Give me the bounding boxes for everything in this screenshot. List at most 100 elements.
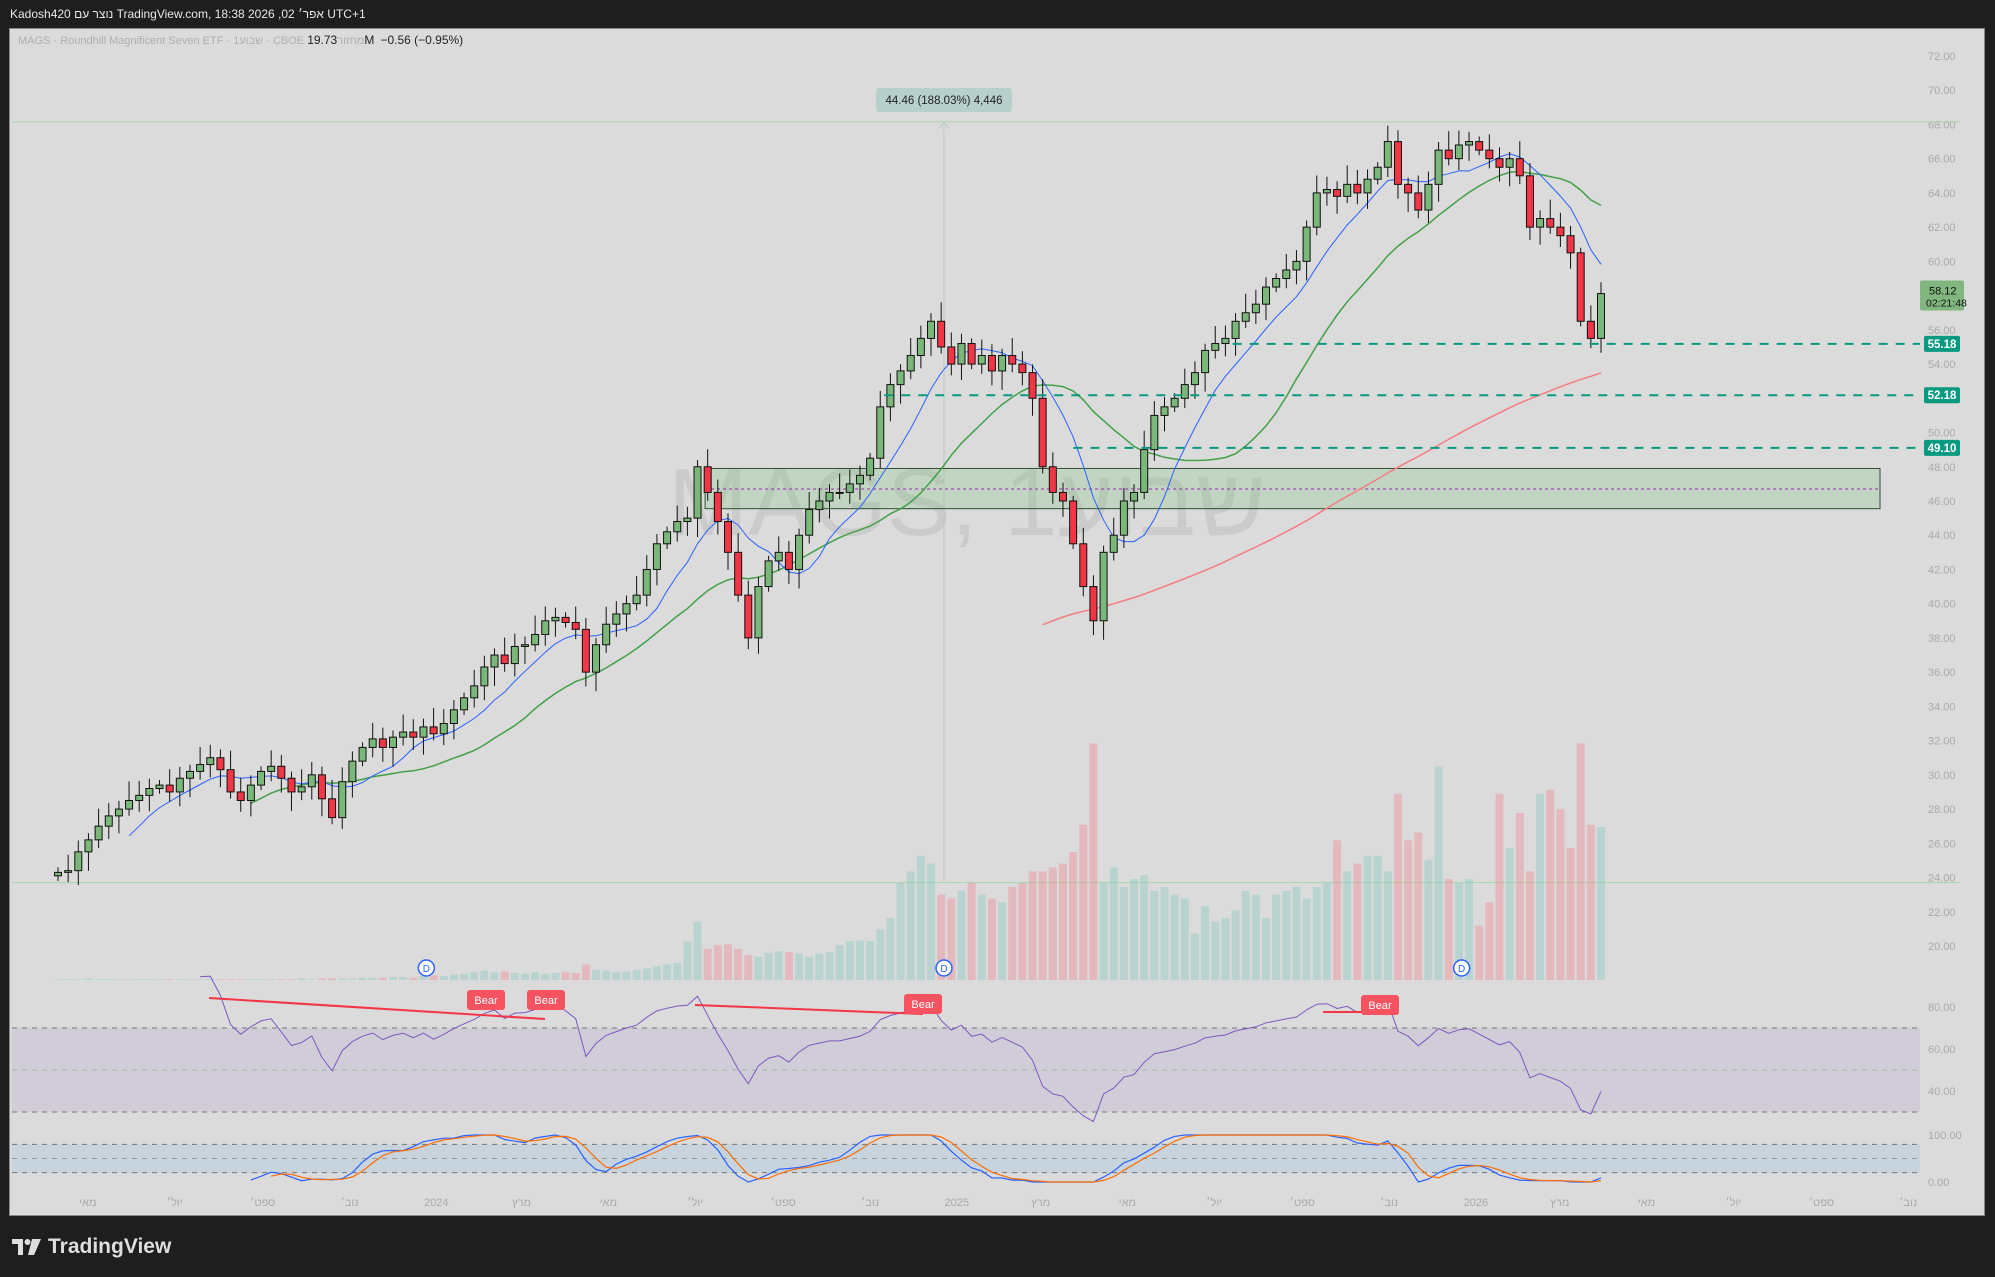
candle-down — [277, 765, 286, 779]
price-tick-label: 34.00 — [1928, 701, 1956, 713]
candle-up — [1109, 534, 1118, 553]
volume-bar — [1465, 879, 1474, 980]
candle-up — [206, 757, 215, 766]
candle-up — [1099, 551, 1108, 622]
volume-bar — [541, 973, 550, 980]
price-tick-label: 22.00 — [1928, 907, 1956, 919]
volume-bar — [957, 890, 966, 980]
tradingview-logo-icon — [12, 1239, 41, 1255]
candle-up — [1241, 312, 1250, 322]
candle-up — [1272, 277, 1281, 288]
candle-up — [1434, 149, 1443, 185]
volume-bar — [419, 976, 428, 980]
volume-bar — [1566, 848, 1575, 980]
dividend-label: D — [1458, 964, 1465, 975]
volume-bar — [1322, 883, 1331, 980]
volume-bar — [460, 973, 469, 980]
time-tick-label: יול׳ — [687, 1196, 703, 1209]
candle-down — [744, 594, 753, 639]
stoch-tick-label: 0.00 — [1928, 1177, 1949, 1189]
time-tick-label: מרץ — [1550, 1197, 1569, 1209]
volume-bar — [764, 952, 773, 980]
measure-arrow-icon — [937, 122, 951, 130]
volume-bar — [1018, 883, 1027, 980]
volume-bar — [571, 973, 580, 980]
candle-down — [1566, 235, 1575, 254]
volume-bar — [1333, 840, 1342, 980]
level-price-label: 49.10 — [1928, 443, 1957, 455]
candle-down — [1414, 192, 1423, 211]
volume-bar — [531, 972, 540, 980]
volume-bar — [1485, 902, 1494, 980]
price-tick-label: 40.00 — [1928, 599, 1956, 611]
dividend-label: D — [940, 964, 947, 975]
candle-down — [571, 622, 580, 630]
volume-bar — [1404, 840, 1413, 980]
candle-up — [541, 620, 550, 635]
dividend-marker — [417, 959, 436, 977]
volume-bar — [317, 978, 326, 980]
candle-down — [703, 466, 712, 493]
bearish-divergence-line — [694, 1004, 924, 1015]
volume-bar — [774, 951, 783, 980]
volume-bar — [399, 976, 408, 980]
candle-up — [185, 770, 194, 779]
volume-bar — [1211, 921, 1220, 980]
volume-bar — [673, 962, 682, 980]
volume-bar — [1251, 894, 1260, 980]
candle-up — [998, 355, 1007, 372]
candle-down — [1556, 226, 1565, 237]
candle-up — [815, 500, 824, 511]
volume-bar — [1058, 863, 1067, 980]
symbol-description[interactable]: MAGS · Roundhill Magnificent Seven ETF ·… — [18, 35, 305, 47]
candle-up — [84, 839, 93, 853]
candle-down — [1038, 397, 1047, 468]
volume-bar — [1475, 925, 1484, 980]
volume-bar — [1444, 879, 1453, 980]
volume-bar — [703, 948, 712, 980]
candle-down — [1495, 158, 1504, 168]
volume-bar — [1515, 813, 1524, 980]
candle-up — [1597, 293, 1605, 339]
candle-up — [916, 337, 925, 357]
volume-bar — [1383, 871, 1392, 980]
symbol-watermark: MAGS, 1שבוע — [668, 449, 1266, 556]
volume-bar — [1505, 848, 1514, 980]
price-tick-label: 20.00 — [1928, 941, 1956, 953]
candle-up — [1140, 449, 1149, 493]
tradingview-brand[interactable]: TradingView — [12, 1235, 171, 1259]
time-tick-label: נוב׳ — [1899, 1196, 1917, 1209]
rsi-tick-label: 60.00 — [1928, 1044, 1956, 1056]
volume-bar — [845, 941, 854, 980]
candle-down — [967, 343, 976, 365]
candle-down — [734, 551, 743, 596]
volume-label: מחזור — [337, 35, 365, 47]
price-change: −0.56 (−0.95%) — [380, 33, 464, 47]
volume-bar — [226, 979, 235, 980]
ma-mid-line — [250, 170, 1602, 804]
volume-bar — [906, 871, 915, 980]
chart-panel[interactable] — [9, 28, 1985, 1216]
candle-up — [1221, 337, 1230, 345]
candle-down — [1525, 175, 1534, 228]
dividend-marker — [1452, 959, 1471, 977]
volume-bar — [348, 978, 357, 980]
candle-down — [1515, 158, 1524, 177]
candle-up — [196, 764, 205, 772]
volume-bar — [916, 855, 925, 980]
volume-bar — [84, 978, 93, 980]
candle-down — [1485, 149, 1494, 160]
candle-down — [1444, 149, 1453, 160]
candle-down — [1008, 355, 1017, 365]
volume-bar — [1109, 867, 1118, 980]
volume-bar — [206, 978, 215, 980]
volume-bar — [927, 863, 936, 980]
candle-up — [470, 685, 479, 699]
volume-bar — [1597, 826, 1605, 980]
candle-down — [1079, 543, 1088, 588]
candle-up — [1119, 500, 1128, 536]
volume-bar — [1393, 793, 1402, 980]
volume-bar — [693, 921, 702, 980]
candle-up — [480, 666, 489, 687]
